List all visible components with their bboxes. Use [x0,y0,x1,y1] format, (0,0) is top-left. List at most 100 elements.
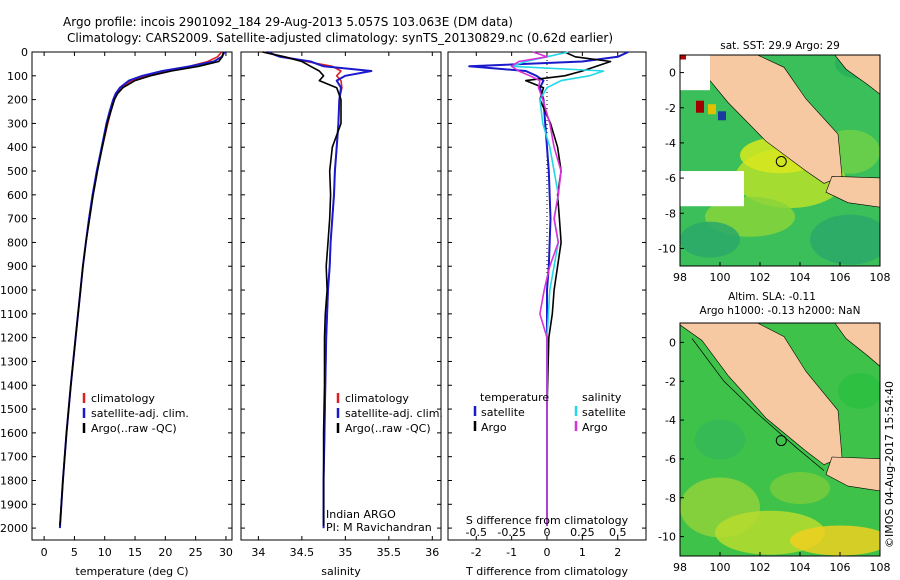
sst-map-title: sat. SST: 29.9 Argo: 29 [720,40,840,52]
series-line-argo-raw-qc- [262,51,342,526]
annotation-line2: PI: M Ravichandran [326,521,432,534]
y-tick-label: 1400 [0,379,28,392]
figure-title-line1: Argo profile: incois 2901092_184 29-Aug-… [63,15,513,29]
x-tick-label: 30 [219,546,233,559]
x-tick-label: 1 [579,546,586,559]
x-tick-label: 104 [790,561,811,574]
x-tick-label: 104 [790,271,811,284]
y-tick-label: 1500 [0,403,28,416]
map-field [680,55,880,266]
warm-pixel [696,100,704,113]
x-axis-label: T difference from climatology [465,565,628,578]
series-line-satellite-adj-clim- [266,51,373,529]
y-tick-label: 1900 [0,498,28,511]
x-tick-label: 25 [189,546,203,559]
map-frame [679,54,881,267]
series-line-satellite-adj-clim- [58,51,226,529]
y-tick-label: 400 [7,141,28,154]
x-tick-label: 106 [830,561,851,574]
y-tick-label: 2000 [0,522,28,535]
series-line-climatology [262,51,343,529]
legend-label: satellite-adj. clim. [91,407,189,420]
x-tick-label: 100 [710,561,731,574]
x-tick-label: 10 [98,546,112,559]
y-tick-label: 500 [7,165,28,178]
x-tick-label: 15 [128,546,142,559]
series-line-climatology [59,51,223,529]
y-tick-label: 100 [7,70,28,83]
x-tick-label: 2 [614,546,621,559]
figure-title-line2: Climatology: CARS2009. Satellite-adjuste… [67,31,613,45]
y-tick-label: 1000 [0,284,28,297]
x-tick-label: 36 [425,546,439,559]
warm-pixel [680,55,686,60]
y-tick-label: 800 [7,236,28,249]
y-tick-label: 1800 [0,474,28,487]
y-tick-label: -6 [665,172,676,185]
x-tick-label: 35 [338,546,352,559]
x-tick-label: 98 [673,561,687,574]
temperature-panel: 0100200300400500600700800900100011001200… [0,46,233,578]
annotation-line1: Indian ARGO [326,508,396,521]
field-blob [695,419,745,460]
legend-title-salinity: salinity [582,391,622,404]
y-tick-label: 0 [21,46,28,59]
no-data-area [680,55,710,91]
y-tick-label: 1200 [0,332,28,345]
y-tick-label: -10 [658,531,676,544]
x-tick-label: 108 [870,561,891,574]
top-x-tick-label: -0.25 [497,526,525,539]
map-field [680,323,880,556]
x-axis-label: temperature (deg C) [75,565,188,578]
map-frame [679,322,881,557]
legend-label: satellite-adj. clim. [345,407,443,420]
warm-pixel [708,104,716,115]
x-tick-label: 108 [870,271,891,284]
series-line-salinity-argo [510,51,562,526]
java-land [825,456,880,492]
y-tick-label: -8 [665,207,676,220]
difference-panel: -2 -1 0 1 2 T difference from climatology -0.5… [447,51,647,578]
legend-title-temperature: temperature [480,391,549,404]
top-x-axis-label: S difference from climatology [466,514,629,527]
y-tick-label: 1600 [0,427,28,440]
profile-location-marker [775,156,787,168]
borneo-land [834,55,880,95]
y-tick-label: -6 [665,453,676,466]
contour-line [691,338,825,471]
legend-label: satellite [582,406,626,419]
legend-label: climatology [345,392,409,405]
legend-label: climatology [91,392,155,405]
y-tick-label: -4 [665,137,676,150]
y-tick-label: 300 [7,117,28,130]
y-tick-label: 1100 [0,308,28,321]
x-tick-label: 0 [544,546,551,559]
y-tick-label: -10 [658,242,676,255]
top-x-tick-label: -0.5 [466,526,487,539]
legend-label: Argo(..raw -QC) [345,422,431,435]
series-line-temperature-satellite [468,51,629,526]
x-tick-label: -2 [471,546,482,559]
plot-frame [240,51,442,541]
field-blob [838,372,880,409]
x-tick-label: -1 [506,546,517,559]
imos-watermark: ©IMOS 04-Aug-2017 15:54:40 [883,381,896,548]
salinity-panel: 34 34.5 35 35.5 36 salinity climatology satelli… [240,51,443,578]
y-tick-label: 1700 [0,451,28,464]
sla-map-title-line1: Altim. SLA: -0.11 [728,291,816,303]
y-tick-label: 900 [7,260,28,273]
y-tick-label: 700 [7,213,28,226]
y-tick-label: -4 [665,414,676,427]
borneo-land [834,323,880,367]
x-axis-label: salinity [321,565,361,578]
x-tick-label: 34 [251,546,265,559]
legend-label: Argo [481,421,507,434]
field-blob [810,214,880,265]
sla-map: 98 100 102 104 106 108 0 -2 -4 -6 -8 -10 [658,322,891,574]
x-tick-label: 106 [830,271,851,284]
sumatra-land [680,323,843,466]
y-tick-label: -2 [665,102,676,115]
series-line-temperature-argo [524,51,612,526]
x-tick-label: 100 [710,271,731,284]
